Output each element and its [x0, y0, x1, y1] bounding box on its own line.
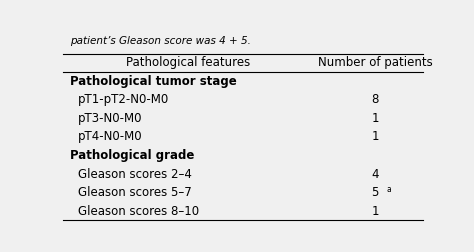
Text: patient’s Gleason score was 4 + 5.: patient’s Gleason score was 4 + 5. [70, 36, 251, 46]
Text: Number of patients: Number of patients [318, 56, 433, 69]
Text: 1: 1 [372, 112, 379, 125]
Text: pT3-N0-M0: pT3-N0-M0 [78, 112, 142, 125]
Text: Pathological tumor stage: Pathological tumor stage [70, 75, 237, 88]
Text: 1: 1 [372, 205, 379, 218]
Text: Gleason scores 5–7: Gleason scores 5–7 [78, 186, 191, 199]
Text: Gleason scores 8–10: Gleason scores 8–10 [78, 205, 199, 218]
Text: pT4-N0-M0: pT4-N0-M0 [78, 131, 142, 143]
Text: 8: 8 [372, 93, 379, 106]
Text: a: a [386, 185, 391, 194]
Text: 1: 1 [372, 131, 379, 143]
Text: pT1-pT2-N0-M0: pT1-pT2-N0-M0 [78, 93, 169, 106]
Text: Pathological grade: Pathological grade [70, 149, 195, 162]
Text: Pathological features: Pathological features [126, 56, 250, 69]
Text: 5: 5 [372, 186, 379, 199]
Text: Gleason scores 2–4: Gleason scores 2–4 [78, 168, 191, 180]
Text: 4: 4 [372, 168, 379, 180]
